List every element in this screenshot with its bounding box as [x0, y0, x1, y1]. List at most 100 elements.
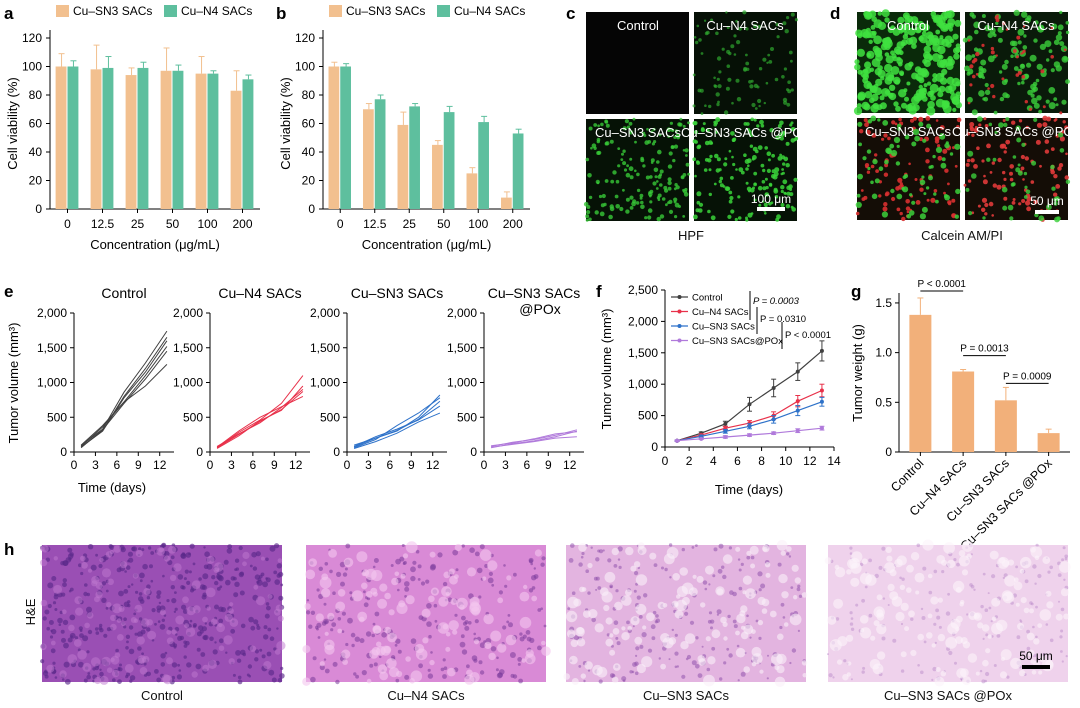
tissue-dot	[185, 627, 196, 637]
cell-dot	[921, 175, 925, 179]
tissue-dot	[263, 634, 269, 640]
tissue-dot	[263, 625, 268, 630]
cell-dot	[968, 211, 973, 216]
tissue-dot	[323, 658, 327, 661]
tissue-dot	[128, 648, 135, 655]
cell-dot	[1009, 177, 1014, 182]
cell-dot	[988, 122, 993, 127]
cell-dot	[585, 214, 590, 219]
tissue-dot	[634, 571, 639, 576]
cell-dot	[710, 215, 716, 221]
cell-dot	[704, 140, 710, 146]
tissue-dot	[716, 613, 720, 616]
cell-dot	[667, 177, 672, 182]
cell-dot	[763, 101, 766, 105]
tissue-dot	[341, 611, 346, 616]
tissue-dot	[80, 555, 86, 562]
cell-dot	[697, 144, 702, 149]
tissue-dot	[175, 615, 185, 625]
cell-dot	[746, 158, 752, 164]
tissue-dot	[948, 650, 953, 656]
cell-dot	[913, 93, 923, 102]
cell-dot	[966, 131, 971, 136]
tissue-dot	[476, 567, 483, 574]
legend-label: Cu–SN3 SACs	[692, 322, 755, 333]
tissue-dot	[321, 621, 327, 626]
cell-dot	[994, 130, 998, 134]
cell-dot	[1059, 10, 1063, 14]
cell-dot	[912, 116, 917, 121]
tissue-dot	[202, 573, 209, 580]
tissue-dot	[328, 549, 337, 558]
tissue-dot	[438, 596, 449, 607]
cell-dot	[787, 80, 791, 84]
cell-dot	[749, 84, 754, 89]
tissue-dot	[1047, 570, 1051, 574]
cell-dot	[892, 28, 901, 36]
h-caption-control: Control	[141, 688, 183, 703]
cell-dot	[923, 51, 931, 59]
tissue-dot	[827, 615, 837, 625]
tissue-dot	[404, 674, 410, 680]
tissue-dot	[161, 674, 171, 683]
y-tick-label: 1,500	[447, 341, 477, 355]
cell-dot	[733, 53, 737, 56]
cell-dot	[736, 40, 741, 45]
tissue-dot	[984, 679, 987, 683]
tissue-dot	[159, 623, 166, 630]
cell-dot	[779, 120, 784, 126]
tissue-dot	[189, 543, 195, 549]
tissue-dot	[86, 650, 90, 654]
cell-dot	[757, 185, 763, 191]
cell-dot	[1044, 40, 1052, 48]
cell-dot	[938, 85, 946, 93]
tissue-dot	[801, 592, 808, 598]
cell-dot	[625, 209, 630, 214]
tissue-dot	[647, 648, 653, 653]
cell-dot	[943, 194, 948, 198]
cell-dot	[619, 206, 624, 212]
tissue-dot	[345, 543, 351, 549]
cell-dot	[774, 167, 780, 173]
tissue-dot	[899, 584, 906, 590]
bar	[230, 90, 242, 209]
tissue-dot	[377, 598, 388, 609]
tissue-dot	[502, 625, 507, 630]
tissue-dot	[989, 550, 999, 560]
tissue-dot	[612, 628, 620, 635]
tissue-dot	[533, 567, 536, 570]
cell-dot	[756, 124, 760, 128]
y-tick-label: 2,000	[628, 314, 658, 328]
cell-dot	[1051, 186, 1056, 191]
cell-dot	[757, 98, 762, 104]
cell-dot	[1055, 65, 1063, 72]
tissue-dot	[605, 617, 613, 625]
tissue-dot	[233, 576, 237, 581]
cell-dot	[753, 83, 759, 88]
tissue-dot	[689, 620, 695, 625]
tissue-dot	[508, 622, 513, 628]
cell-dot	[721, 47, 725, 51]
cell-dot	[990, 83, 995, 89]
cell-dot	[1057, 24, 1064, 31]
tissue-dot	[1019, 568, 1025, 574]
cell-dot	[766, 151, 772, 156]
tissue-dot	[864, 585, 868, 589]
tissue-dot	[931, 643, 936, 648]
cell-dot	[719, 183, 724, 188]
cell-dot	[956, 125, 960, 129]
tissue-dot	[365, 631, 372, 637]
cell-dot	[976, 116, 983, 122]
tissue-dot	[985, 671, 990, 677]
tissue-dot	[428, 634, 432, 639]
cell-dot	[947, 55, 953, 62]
tissue-dot	[829, 639, 842, 652]
tissue-dot	[166, 629, 172, 635]
tissue-dot	[445, 631, 451, 637]
cell-dot	[698, 202, 704, 207]
tissue-dot	[1063, 578, 1066, 581]
cell-dot	[652, 127, 656, 131]
group-title-line2: @POx	[519, 301, 560, 317]
tissue-dot	[1010, 657, 1022, 670]
cell-dot	[674, 215, 678, 219]
